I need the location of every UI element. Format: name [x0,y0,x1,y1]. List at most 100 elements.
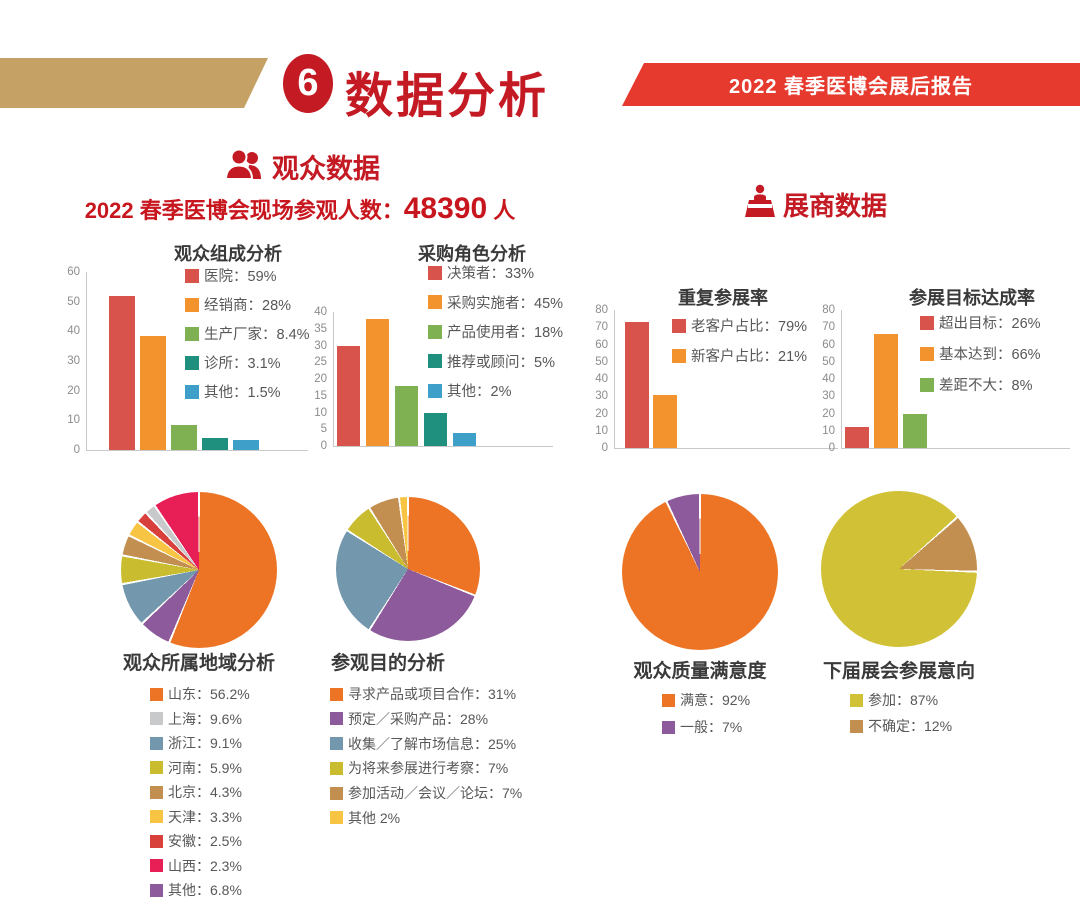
pie-chart-satisfaction: 观众质量满意度 满意：92% 一般：7% [580,488,820,748]
bar-推荐或顾问 [424,412,447,446]
legend-swatch [920,346,934,361]
legend-item: 决策者：33% [428,262,563,283]
legend-label: 推荐或顾问：5% [447,354,555,371]
legend-swatch [330,712,343,726]
chart-title: 观众质量满意度 [633,661,767,682]
bar-其他 [233,439,259,450]
legend-swatch [428,383,442,398]
legend-item: 推荐或顾问：5% [428,351,563,372]
chart-legend: 满意：92% 一般：7% [662,690,750,744]
bar-其他 [453,432,476,446]
chart-title: 参观目的分析 [330,653,445,674]
plot-area [333,312,553,447]
legend-label: 为将来参展进行考察：7% [348,760,509,777]
bar-差距不大 [903,413,927,448]
legend-item: 北京：4.3% [150,782,250,802]
legend-item: 参加活动／会议／论坛：7% [330,783,522,803]
legend-label: 天津：3.3% [168,808,242,825]
legend-swatch [150,687,163,701]
legend-item: 寻求产品或项目合作：31% [330,684,522,704]
legend-item: 其他：1.5% [185,381,310,402]
legend-label: 参加活动／会议／论坛：7% [348,785,523,802]
legend-item: 浙江：9.1% [150,733,250,753]
legend-label: 其他：2% [447,384,512,400]
legend-item: 一般：7% [662,717,750,737]
legend-item: 河南：5.9% [150,758,250,778]
legend-label: 山西：2.3% [168,857,242,874]
bar-新客户占比 [653,395,677,448]
legend-swatch [150,761,163,774]
bar-决策者 [337,345,360,446]
chart-legend: 超出目标：26% 基本达到：66% 差距不大：8% [920,312,1041,405]
legend-label: 一般：7% [680,719,743,735]
audience-people-icon [224,148,265,186]
legend-label: 决策者：33% [447,266,535,282]
y-axis: 60 50 40 30 20 10 0 [67,266,80,456]
legend-label: 不确定：12% [868,718,953,734]
legend-item: 其他：2% [428,380,563,401]
pie-disc [121,492,277,648]
report-banner-text: 2022 春季医博会展后报告 [728,76,974,98]
chart-title: 观众所属地域分析 [122,653,275,674]
legend-item: 收集／了解市场信息：25% [330,734,522,754]
section-number-badge: 6 [283,54,333,113]
legend-swatch [150,810,163,823]
legend-item: 不确定：12% [850,716,952,736]
legend-swatch [330,811,343,825]
legend-swatch [850,719,863,733]
legend-label: 参加：87% [868,692,939,708]
legend-swatch [185,297,199,312]
chart-title: 重复参展率 [678,288,768,308]
bar-老客户占比 [625,322,649,448]
legend-swatch [428,354,442,368]
legend-label: 诊所：3.1% [204,356,281,372]
legend-item: 其他 2% [330,808,522,828]
legend-label: 浙江：9.1% [168,735,242,751]
legend-label: 医院：59% [204,269,277,285]
legend-label: 安徽：2.5% [168,833,242,849]
legend-swatch [920,315,934,330]
legend-swatch [330,737,343,751]
legend-item: 诊所：3.1% [185,352,310,373]
chart-title: 观众组成分析 [174,244,282,264]
legend-item: 差距不大：8% [920,374,1041,395]
legend-label: 满意：92% [680,692,751,708]
legend-swatch [185,355,199,370]
bar-采购实施者 [366,318,389,446]
bar-生产厂家 [171,424,197,450]
legend-swatch [428,295,442,309]
legend-swatch [662,693,675,707]
legend-swatch [185,326,199,341]
legend-swatch [428,265,442,280]
pie-disc [622,494,778,650]
visitor-count-line: 2022 春季医博会现场参观人数：48390 人 [40,192,560,226]
legend-label: 上海：9.6% [168,710,242,727]
legend-label: 老客户占比：79% [691,319,808,335]
legend-label: 北京：4.3% [168,784,242,800]
pie-disc [821,491,977,647]
chart-legend: 寻求产品或项目合作：31% 预定／采购产品：28% 收集／了解市场信息：25% 为将来… [330,684,522,833]
bar-chart-goal-rate: 参展目标达成率 80 70 60 50 40 30 20 10 0 超出目标：26% 基本达到：6… [805,284,1070,454]
legend-label: 超出目标：26% [939,316,1041,332]
legend-label: 采购实施者：45% [447,295,564,312]
legend-swatch [150,736,163,750]
legend-swatch [150,859,163,872]
legend-label: 生产厂家：8.4% [204,327,310,343]
bar-chart-purchase-role: 采购角色分析 40 35 30 25 20 15 10 5 0 决策者：33% 采购实施者：45%… [305,240,563,455]
legend-swatch [850,693,863,707]
y-axis: 80 70 60 50 40 30 20 10 0 [822,304,835,454]
report-banner: 2022 春季医博会展后报告 [622,63,1080,106]
legend-swatch [330,761,343,775]
legend-label: 其他 2% [348,809,401,826]
legend-label: 山东：56.2% [168,686,250,702]
page-title: 数据分析 [345,70,550,123]
legend-item: 山东：56.2% [150,684,250,704]
legend-item: 为将来参展进行考察：7% [330,758,522,778]
legend-item: 新客户占比：21% [672,345,807,366]
plot-area [614,310,838,449]
legend-swatch [330,786,343,800]
legend-swatch [428,324,442,339]
chart-title: 下届展会参展意向 [822,661,975,682]
legend-item: 基本达到：66% [920,343,1041,364]
